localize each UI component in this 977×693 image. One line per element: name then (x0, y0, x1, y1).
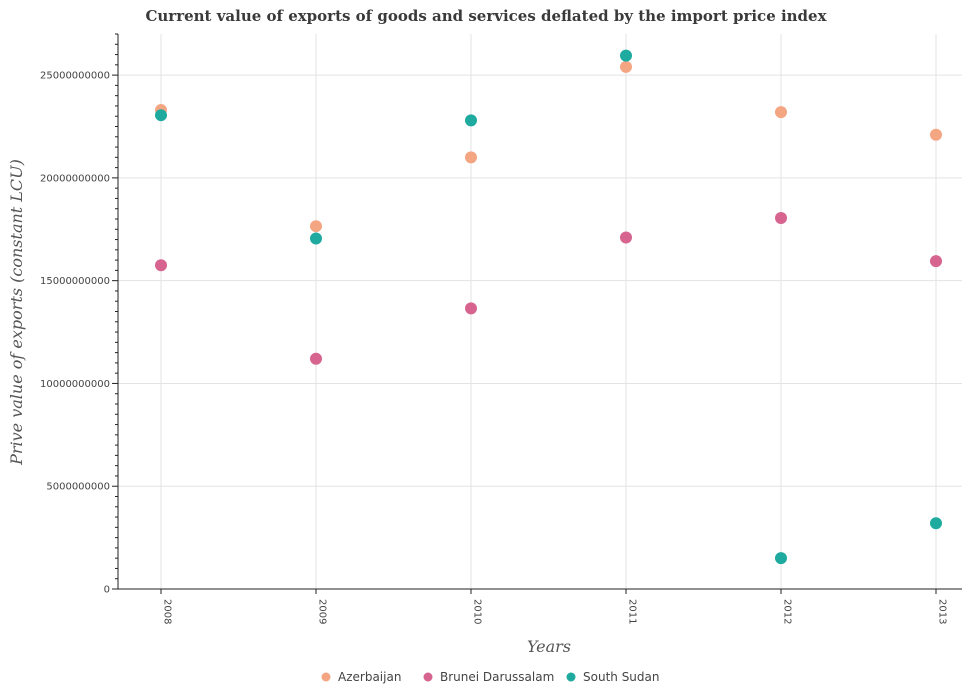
grid-lines (118, 34, 962, 590)
axes (112, 33, 962, 594)
y-tick-label: 20000000000 (40, 173, 110, 184)
data-point (310, 232, 322, 245)
data-point (155, 109, 167, 122)
chart-title: Current value of exports of goods and se… (145, 7, 827, 25)
legend-marker (423, 672, 433, 682)
data-point (930, 128, 942, 141)
legend-marker (566, 672, 576, 682)
data-point (310, 352, 322, 365)
data-point (775, 211, 787, 224)
x-tick-label: 2010 (472, 599, 483, 624)
legend-label: Azerbaijan (338, 670, 401, 684)
series-south-sudan (155, 49, 942, 565)
x-axis-title: Years (527, 637, 571, 656)
y-tick-label: 5000000000 (46, 482, 110, 493)
data-point (465, 114, 477, 127)
data-point (465, 302, 477, 315)
data-point (620, 60, 632, 73)
x-tick-label: 2009 (317, 599, 328, 624)
y-tick-label: 0 (104, 585, 110, 596)
y-tick-label: 10000000000 (40, 379, 110, 390)
data-point (930, 255, 942, 268)
data-points (155, 49, 942, 565)
legend-label: Brunei Darussalam (440, 670, 554, 684)
x-tick-label: 2012 (782, 599, 793, 624)
y-tick-labels: 0 5000000000 10000000000 15000000000 2000000… (40, 71, 110, 596)
y-tick-label: 15000000000 (40, 276, 110, 287)
series-brunei-darussalam (155, 211, 942, 365)
data-point (775, 106, 787, 119)
x-tick-labels: 2008 2009 2010 2011 2012 2013 (162, 599, 948, 624)
data-point (620, 231, 632, 244)
data-point (775, 552, 787, 565)
legend-label: South Sudan (583, 670, 660, 684)
data-point (155, 259, 167, 272)
x-tick-label: 2013 (937, 599, 948, 624)
data-point (930, 517, 942, 530)
legend: Azerbaijan Brunei Darussalam South Sudan (321, 670, 660, 684)
legend-marker (321, 672, 331, 682)
y-axis-title: Prive value of exports (constant LCU) (7, 159, 26, 466)
x-tick-label: 2008 (162, 599, 173, 624)
data-point (620, 49, 632, 62)
data-point (310, 220, 322, 233)
y-tick-label: 25000000000 (40, 71, 110, 82)
x-tick-label: 2011 (627, 599, 638, 624)
data-point (465, 151, 477, 164)
series-azerbaijan (155, 60, 942, 233)
